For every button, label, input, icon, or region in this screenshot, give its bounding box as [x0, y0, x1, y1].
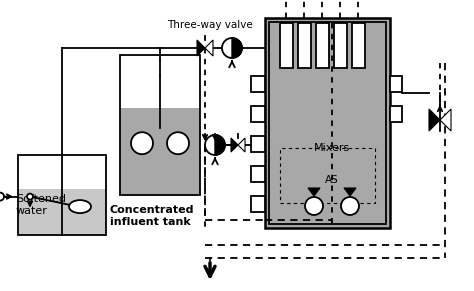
Bar: [352, 23, 365, 68]
Bar: [251, 76, 265, 92]
Text: AS: AS: [325, 175, 339, 185]
Polygon shape: [238, 138, 245, 152]
Bar: [334, 23, 347, 68]
Bar: [316, 23, 329, 68]
Circle shape: [27, 194, 33, 200]
Bar: [120, 55, 200, 195]
Circle shape: [205, 135, 225, 155]
Circle shape: [222, 38, 242, 58]
Polygon shape: [344, 188, 356, 196]
Bar: [18, 189, 106, 235]
Circle shape: [167, 132, 189, 154]
Circle shape: [305, 197, 323, 215]
Circle shape: [131, 132, 153, 154]
Polygon shape: [205, 40, 213, 56]
Bar: [265, 18, 390, 228]
Polygon shape: [308, 188, 320, 196]
Text: Concentrated
influent tank: Concentrated influent tank: [110, 205, 194, 227]
Bar: [251, 136, 265, 152]
Polygon shape: [429, 109, 440, 131]
Text: Softened
water: Softened water: [16, 194, 66, 216]
Polygon shape: [231, 138, 238, 152]
Bar: [280, 148, 375, 203]
Polygon shape: [440, 109, 451, 131]
Text: Three-way valve: Three-way valve: [167, 20, 253, 30]
Bar: [298, 23, 311, 68]
Bar: [18, 155, 106, 235]
Circle shape: [0, 193, 4, 200]
Bar: [251, 166, 265, 182]
Text: Mixers: Mixers: [314, 143, 350, 153]
Bar: [269, 22, 386, 224]
Polygon shape: [197, 40, 205, 56]
Bar: [390, 76, 402, 92]
Polygon shape: [232, 38, 242, 58]
Bar: [251, 196, 265, 212]
Bar: [251, 106, 265, 122]
Polygon shape: [215, 135, 225, 155]
Bar: [280, 23, 293, 68]
Circle shape: [341, 197, 359, 215]
Ellipse shape: [69, 200, 91, 213]
Bar: [120, 108, 200, 195]
Bar: [390, 106, 402, 122]
